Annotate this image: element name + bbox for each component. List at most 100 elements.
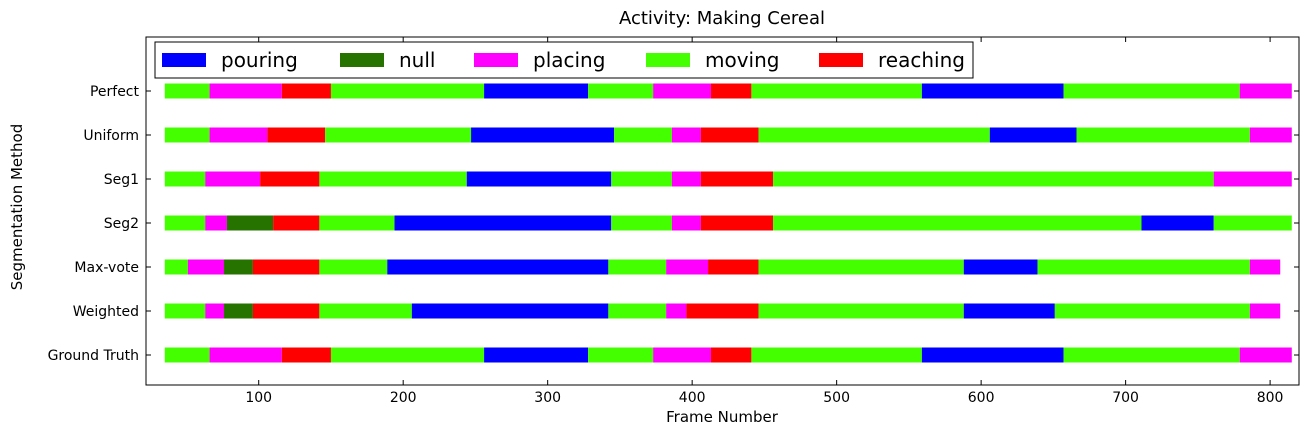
x-tick-label: 100 xyxy=(245,390,272,406)
segment-moving xyxy=(751,347,922,363)
segment-reaching xyxy=(252,259,320,275)
segment-moving xyxy=(1063,83,1240,99)
segment-reaching xyxy=(273,215,320,231)
segment-reaching xyxy=(710,347,752,363)
y-axis-title: Segmentation Method xyxy=(8,124,26,290)
x-tick-label: 400 xyxy=(679,390,706,406)
segment-reaching xyxy=(267,127,326,143)
segment-moving xyxy=(1063,347,1240,363)
segment-moving xyxy=(164,303,206,319)
segment-moving xyxy=(164,347,210,363)
segment-moving xyxy=(614,127,672,143)
legend-swatch-moving xyxy=(646,53,690,67)
segment-moving xyxy=(319,215,395,231)
segment-pouring xyxy=(471,127,615,143)
segment-moving xyxy=(164,127,210,143)
segment-null xyxy=(224,303,253,319)
segment-placing xyxy=(653,83,711,99)
segment-placing xyxy=(671,127,701,143)
segment-null xyxy=(224,259,253,275)
segment-placing xyxy=(666,259,709,275)
legend-label-reaching: reaching xyxy=(878,48,965,72)
segment-moving xyxy=(773,215,1142,231)
legend-label-pouring: pouring xyxy=(221,48,298,72)
x-tick-label: 800 xyxy=(1257,390,1284,406)
segment-pouring xyxy=(963,303,1055,319)
segment-moving xyxy=(1054,303,1250,319)
segment-pouring xyxy=(411,303,609,319)
segment-moving xyxy=(611,171,672,187)
segment-reaching xyxy=(281,347,331,363)
segment-moving xyxy=(611,215,672,231)
segment-moving xyxy=(588,83,654,99)
segment-pouring xyxy=(1141,215,1214,231)
segment-null xyxy=(226,215,274,231)
legend-label-moving: moving xyxy=(705,48,779,72)
legend-swatch-pouring xyxy=(162,53,206,67)
segment-moving xyxy=(751,83,922,99)
segment-placing xyxy=(653,347,711,363)
legend-label-placing: placing xyxy=(533,48,605,72)
segment-moving xyxy=(164,83,210,99)
segment-reaching xyxy=(710,83,752,99)
segment-placing xyxy=(209,83,282,99)
segment-placing xyxy=(1239,347,1292,363)
segment-placing xyxy=(671,215,701,231)
segment-placing xyxy=(205,215,227,231)
segment-pouring xyxy=(387,259,609,275)
segment-pouring xyxy=(921,83,1064,99)
segment-placing xyxy=(209,127,268,143)
segment-placing xyxy=(671,171,701,187)
segment-moving xyxy=(1076,127,1250,143)
segment-pouring xyxy=(484,83,589,99)
y-tick-label: Ground Truth xyxy=(48,348,139,364)
segment-placing xyxy=(205,303,225,319)
segment-moving xyxy=(608,303,667,319)
x-tick-label: 700 xyxy=(1112,390,1139,406)
legend: pouring null placing moving reaching xyxy=(154,41,974,79)
segment-reaching xyxy=(252,303,320,319)
segment-moving xyxy=(319,259,388,275)
ticks-layer: Perfect Uniform Seg1 Seg2 Max-vote Weighted Gr… xyxy=(48,37,1299,406)
plot-frame xyxy=(145,36,1300,386)
segment-placing xyxy=(1249,303,1281,319)
x-tick-label: 200 xyxy=(390,390,417,406)
x-axis-title: Frame Number xyxy=(666,408,779,426)
bars-layer xyxy=(164,83,1292,363)
segment-pouring xyxy=(466,171,612,187)
segment-reaching xyxy=(700,215,774,231)
segment-moving xyxy=(330,83,485,99)
segment-moving xyxy=(325,127,472,143)
segment-moving xyxy=(588,347,654,363)
y-tick-label: Perfect xyxy=(90,84,140,100)
segment-moving xyxy=(319,303,412,319)
segment-pouring xyxy=(394,215,612,231)
y-tick-label: Seg2 xyxy=(104,216,139,232)
legend-swatch-null xyxy=(340,53,384,67)
legend-swatch-reaching xyxy=(819,53,863,67)
segment-reaching xyxy=(260,171,320,187)
segment-reaching xyxy=(281,83,331,99)
x-tick-label: 500 xyxy=(823,390,850,406)
segment-placing xyxy=(1249,127,1292,143)
segment-moving xyxy=(773,171,1214,187)
segment-pouring xyxy=(989,127,1077,143)
y-tick-label: Max-vote xyxy=(74,260,139,276)
segment-moving xyxy=(164,171,206,187)
segment-moving xyxy=(164,259,188,275)
chart-title: Activity: Making Cereal xyxy=(619,8,825,29)
segment-moving xyxy=(319,171,467,187)
segment-reaching xyxy=(700,127,759,143)
segment-moving xyxy=(608,259,667,275)
segment-placing xyxy=(1249,259,1281,275)
segment-placing xyxy=(1239,83,1292,99)
segment-moving xyxy=(1037,259,1250,275)
segment-moving xyxy=(758,303,964,319)
segment-placing xyxy=(187,259,225,275)
segment-reaching xyxy=(708,259,759,275)
segment-reaching xyxy=(686,303,759,319)
segment-pouring xyxy=(484,347,589,363)
segment-placing xyxy=(209,347,282,363)
y-tick-label: Weighted xyxy=(73,304,139,320)
segment-moving xyxy=(758,127,990,143)
